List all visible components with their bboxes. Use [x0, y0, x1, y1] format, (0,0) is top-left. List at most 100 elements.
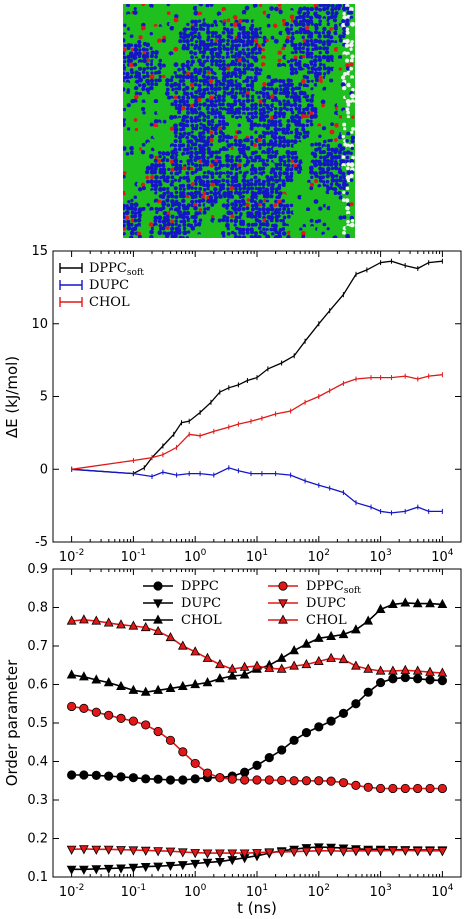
- snapshot-particle: [309, 229, 314, 235]
- snapshot-particle: [241, 48, 245, 52]
- snapshot-particle: [197, 87, 203, 93]
- snapshot-particle: [271, 232, 275, 236]
- snapshot-particle: [146, 111, 150, 115]
- snapshot-particle: [225, 86, 230, 91]
- snapshot-particle: [185, 123, 190, 128]
- snapshot-particle: [338, 95, 343, 100]
- snapshot-particle: [241, 57, 247, 63]
- order-data-point: [202, 677, 213, 687]
- snapshot-particle: [154, 62, 159, 67]
- snapshot-particle: [166, 4, 171, 7]
- snapshot-particle: [165, 217, 171, 223]
- snapshot-particle: [181, 67, 185, 71]
- snapshot-particle: [165, 115, 170, 121]
- snapshot-particle: [261, 166, 266, 171]
- snapshot-particle: [133, 4, 139, 8]
- snapshot-particle: [157, 90, 162, 95]
- snapshot-particle: [254, 130, 258, 134]
- snapshot-particle: [233, 138, 238, 143]
- snapshot-particle: [157, 163, 162, 168]
- snapshot-particle: [282, 102, 287, 107]
- snapshot-particle: [190, 226, 196, 231]
- snapshot-particle: [211, 167, 215, 172]
- snapshot-particle: [294, 86, 299, 91]
- snapshot-particle: [123, 95, 125, 100]
- snapshot-particle: [144, 117, 150, 123]
- snapshot-particle: [289, 171, 294, 176]
- snapshot-particle: [229, 226, 234, 231]
- snapshot-particle: [213, 86, 218, 92]
- snapshot-particle: [237, 133, 243, 139]
- snapshot-particle: [289, 130, 294, 135]
- snapshot-particle: [230, 151, 235, 156]
- snapshot-particle: [289, 226, 294, 231]
- snapshot-particle: [321, 4, 327, 8]
- snapshot-particle: [313, 18, 319, 24]
- snapshot-particle: [150, 17, 156, 23]
- order-data-point: [103, 677, 114, 687]
- snapshot-particle: [342, 30, 347, 36]
- snapshot-particle: [258, 134, 263, 140]
- snapshot-particle: [123, 71, 126, 76]
- snapshot-particle: [237, 154, 241, 159]
- snapshot-particle: [182, 166, 187, 171]
- snapshot-particle: [289, 183, 294, 188]
- snapshot-particle: [237, 227, 243, 232]
- snapshot-particle: [285, 171, 289, 176]
- snapshot-particle: [198, 42, 203, 47]
- snapshot-particle: [298, 30, 303, 35]
- snapshot-particle: [169, 115, 174, 120]
- snapshot-particle: [129, 222, 134, 227]
- snapshot-particle: [221, 115, 226, 120]
- snapshot-particle: [310, 207, 314, 211]
- snapshot-particle: [332, 114, 338, 119]
- snapshot-particle: [341, 118, 346, 124]
- snapshot-particle: [334, 218, 339, 223]
- snapshot-particle: [313, 102, 318, 107]
- order-data-point: [400, 597, 411, 607]
- snapshot-particle: [291, 31, 295, 36]
- snapshot-particle: [123, 38, 126, 43]
- order-data-point: [240, 775, 250, 785]
- snapshot-particle: [173, 62, 179, 68]
- snapshot-particle: [193, 142, 198, 147]
- snapshot-particle: [185, 107, 190, 111]
- snapshot-particle: [209, 83, 214, 88]
- snapshot-particle: [138, 144, 143, 148]
- snapshot-particle: [242, 182, 247, 188]
- snapshot-particle: [310, 55, 314, 59]
- order-legend-label: DUPC: [306, 596, 346, 611]
- snapshot-particle: [185, 60, 190, 64]
- snapshot-particle: [281, 90, 287, 96]
- snapshot-particle: [293, 78, 299, 84]
- snapshot-particle: [182, 175, 187, 181]
- snapshot-particle: [141, 194, 146, 199]
- snapshot-particle: [341, 22, 346, 28]
- snapshot-particle: [336, 29, 342, 35]
- snapshot-particle: [321, 30, 326, 35]
- snapshot-particle: [137, 213, 143, 219]
- snapshot-particle: [309, 111, 314, 116]
- snapshot-particle: [173, 81, 178, 87]
- snapshot-particle: [249, 41, 254, 47]
- snapshot-particle: [197, 221, 202, 227]
- snapshot-particle: [265, 207, 271, 212]
- order-data-point: [314, 776, 324, 786]
- snapshot-particle: [195, 123, 199, 128]
- snapshot-particle: [161, 158, 165, 163]
- order-data-point: [66, 845, 77, 855]
- snapshot-particle: [217, 42, 223, 48]
- snapshot-particle: [166, 190, 170, 195]
- snapshot-particle: [297, 218, 302, 223]
- snapshot-particle: [138, 35, 143, 40]
- snapshot-particle: [123, 101, 127, 107]
- snapshot-particle: [125, 82, 130, 87]
- snapshot-particle: [213, 115, 218, 119]
- snapshot-particle: [345, 198, 350, 203]
- snapshot-particle: [293, 144, 297, 148]
- snapshot-particle: [174, 171, 180, 177]
- snapshot-particle: [134, 127, 139, 132]
- snapshot-particle: [342, 90, 347, 94]
- snapshot-particle: [338, 195, 344, 200]
- snapshot-particle: [249, 26, 254, 31]
